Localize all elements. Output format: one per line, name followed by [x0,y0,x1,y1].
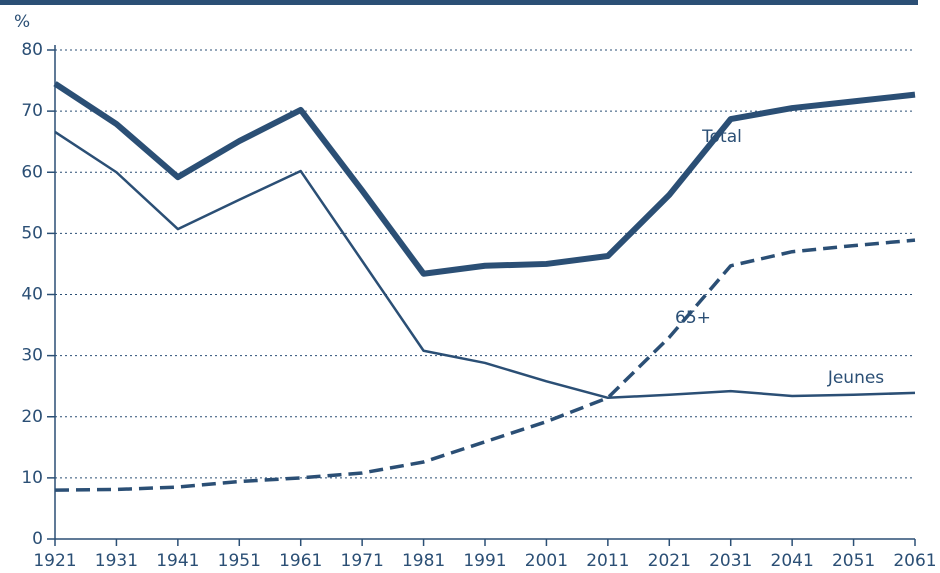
series-label: 65+ [675,308,711,328]
x-tick-label: 2011 [586,551,629,571]
y-tick-label: 60 [21,162,43,182]
x-tick-label: 2041 [771,551,814,571]
y-tick-label: 40 [21,285,43,305]
x-tick-label: 2031 [709,551,752,571]
y-tick-label: 10 [21,468,43,488]
x-tick-label: 1971 [341,551,384,571]
x-tick-label: 2001 [525,551,568,571]
y-tick-label: 50 [21,223,43,243]
line-series [53,81,916,277]
top-bar [0,0,918,5]
y-tick-label: 70 [21,101,43,121]
x-tick-label: 2051 [832,551,875,571]
x-tick-label: 1991 [463,551,506,571]
x-tick-label: 1921 [33,551,76,571]
series-label: Jeunes [827,368,884,388]
x-tick-label: 1941 [156,551,199,571]
y-tick-label: 0 [32,529,43,549]
x-tick-label: 2061 [893,551,936,571]
line-series [54,130,916,400]
y-tick-label: 30 [21,346,43,366]
y-axis-label: % [14,12,30,32]
x-tick-label: 1951 [218,551,261,571]
series-label: Total [701,127,742,147]
x-tick-label: 1931 [95,551,138,571]
x-tick-label: 1981 [402,551,445,571]
y-tick-label: 20 [21,407,43,427]
y-tick-label: 80 [21,40,43,60]
line-series [54,238,916,492]
x-tick-label: 1961 [279,551,322,571]
x-tick-label: 2021 [648,551,691,571]
